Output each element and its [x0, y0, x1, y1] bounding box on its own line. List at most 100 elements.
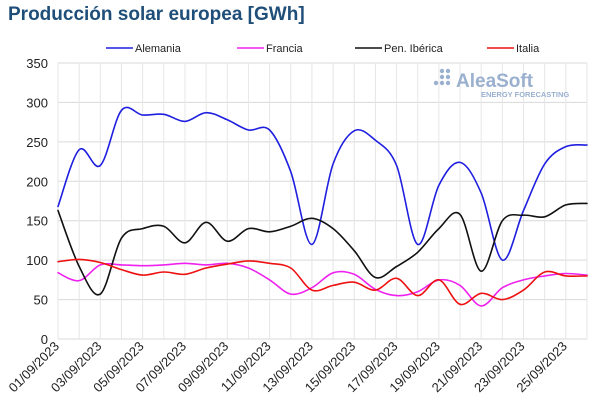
- data-point-alemania: [544, 163, 546, 165]
- data-point-italia: [544, 271, 546, 273]
- series-line-pen-ib-rica: [57, 202, 588, 296]
- data-point-pen-ib-rica: [205, 221, 207, 223]
- y-tick-label: 350: [26, 56, 48, 71]
- data-point-italia: [311, 289, 313, 291]
- data-point-francia: [57, 272, 59, 274]
- data-point-pen-ib-rica: [184, 242, 186, 244]
- data-point-francia: [459, 284, 461, 286]
- data-point-pen-ib-rica: [142, 228, 144, 230]
- data-point-pen-ib-rica: [269, 231, 271, 233]
- legend-label: Italia: [516, 43, 540, 55]
- data-point-italia: [57, 261, 59, 263]
- data-point-italia: [269, 262, 271, 264]
- data-point-pen-ib-rica: [501, 220, 503, 222]
- data-point-alemania: [184, 120, 186, 122]
- axis-layer: 05010015020025030035001/09/202303/09/202…: [5, 56, 569, 395]
- data-point-alemania: [565, 146, 567, 148]
- data-point-francia: [163, 264, 165, 266]
- data-point-francia: [78, 280, 80, 282]
- y-tick-label: 250: [26, 135, 48, 150]
- legend: Alemania Francia Pen. Ibérica Italia: [106, 43, 540, 55]
- data-point-alemania: [269, 129, 271, 131]
- data-point-italia: [78, 258, 80, 260]
- logo-dots-icon: [433, 68, 451, 86]
- series-line-francia: [57, 262, 588, 307]
- grid-layer: [57, 62, 588, 340]
- data-point-francia: [565, 273, 567, 275]
- series-layer: [57, 106, 588, 307]
- data-point-francia: [269, 279, 271, 281]
- legend-label: Francia: [266, 43, 304, 55]
- data-point-pen-ib-rica: [248, 228, 250, 230]
- data-point-pen-ib-rica: [332, 228, 334, 230]
- data-point-francia: [480, 305, 482, 307]
- data-point-francia: [544, 275, 546, 277]
- data-point-pen-ib-rica: [353, 250, 355, 252]
- data-point-italia: [523, 289, 525, 291]
- data-point-italia: [248, 260, 250, 262]
- data-point-pen-ib-rica: [311, 217, 313, 219]
- data-point-alemania: [586, 144, 588, 146]
- data-point-alemania: [78, 149, 80, 151]
- data-point-francia: [142, 265, 144, 267]
- data-point-alemania: [290, 171, 292, 173]
- data-point-pen-ib-rica: [57, 210, 59, 212]
- data-point-alemania: [501, 259, 503, 261]
- data-point-francia: [311, 287, 313, 289]
- data-point-pen-ib-rica: [523, 214, 525, 216]
- data-point-pen-ib-rica: [78, 266, 80, 268]
- y-tick-label: 100: [26, 253, 48, 268]
- data-point-alemania: [353, 130, 355, 132]
- data-point-pen-ib-rica: [396, 266, 398, 268]
- data-point-alemania: [311, 243, 313, 245]
- y-tick-label: 300: [26, 95, 48, 110]
- legend-label: Alemania: [135, 43, 182, 55]
- data-point-pen-ib-rica: [480, 270, 482, 272]
- data-point-alemania: [248, 129, 250, 131]
- data-point-alemania: [396, 165, 398, 167]
- data-point-italia: [396, 277, 398, 279]
- data-point-pen-ib-rica: [417, 251, 419, 253]
- data-point-alemania: [99, 165, 101, 167]
- data-point-pen-ib-rica: [544, 216, 546, 218]
- data-point-francia: [205, 264, 207, 266]
- data-point-pen-ib-rica: [586, 202, 588, 204]
- data-point-italia: [586, 275, 588, 277]
- data-point-pen-ib-rica: [99, 293, 101, 295]
- data-point-italia: [121, 269, 123, 271]
- data-point-italia: [142, 274, 144, 276]
- data-point-francia: [99, 264, 101, 266]
- data-point-italia: [417, 295, 419, 297]
- data-point-alemania: [226, 119, 228, 121]
- data-point-francia: [332, 272, 334, 274]
- data-point-francia: [121, 264, 123, 266]
- data-point-italia: [184, 273, 186, 275]
- data-point-alemania: [438, 184, 440, 186]
- data-point-italia: [565, 275, 567, 277]
- data-point-francia: [523, 279, 525, 281]
- data-point-francia: [184, 262, 186, 264]
- data-point-pen-ib-rica: [438, 228, 440, 230]
- data-point-alemania: [205, 112, 207, 114]
- data-point-francia: [417, 291, 419, 293]
- legend-label: Pen. Ibérica: [384, 43, 444, 55]
- data-point-pen-ib-rica: [163, 225, 165, 227]
- data-point-italia: [290, 267, 292, 269]
- chart-title: Producción solar europea [GWh]: [8, 4, 305, 25]
- data-point-italia: [163, 271, 165, 273]
- data-point-francia: [248, 267, 250, 269]
- data-point-pen-ib-rica: [226, 240, 228, 242]
- data-point-francia: [353, 273, 355, 275]
- data-point-alemania: [417, 243, 419, 245]
- data-point-pen-ib-rica: [565, 204, 567, 206]
- y-tick-label: 0: [41, 332, 48, 347]
- data-point-francia: [396, 295, 398, 297]
- data-point-alemania: [142, 114, 144, 116]
- series-line-alemania: [57, 106, 588, 261]
- data-point-pen-ib-rica: [375, 277, 377, 279]
- data-point-alemania: [480, 192, 482, 194]
- data-point-alemania: [459, 161, 461, 163]
- data-point-italia: [205, 267, 207, 269]
- logo-tagline: ENERGY FORECASTING: [481, 90, 569, 99]
